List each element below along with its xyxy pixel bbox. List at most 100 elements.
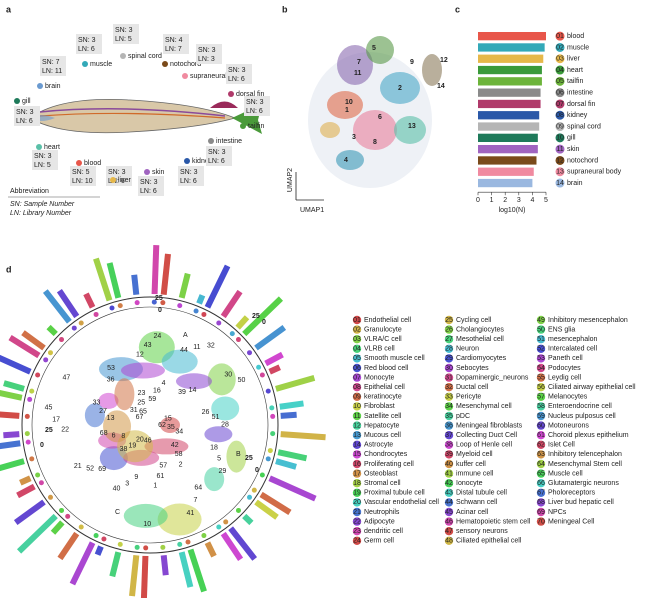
- legend-dot: [536, 479, 546, 488]
- cluster-label: 1: [345, 107, 349, 114]
- library-number: LN: 6: [16, 118, 33, 125]
- legend-code: 37: [445, 432, 453, 439]
- legend-dot: [444, 536, 454, 545]
- tissue-label: heart: [44, 144, 60, 151]
- legend-dot: [352, 383, 362, 392]
- bar: [478, 122, 540, 131]
- code-dot: [555, 31, 565, 41]
- legend-code: 62: [537, 442, 545, 449]
- ring-dot: [109, 305, 115, 311]
- legend-dot: [444, 411, 454, 421]
- ring-dot: [229, 331, 235, 337]
- panel-label: c: [455, 4, 460, 14]
- cluster-label: 58: [175, 451, 183, 458]
- cluster-label: 30: [224, 372, 232, 379]
- legend-dot: [444, 450, 454, 459]
- ring-dot: [25, 439, 31, 445]
- legend-label: Collecting Duct Cell: [456, 432, 518, 439]
- legend-code: 57: [537, 394, 545, 401]
- tissue-dot: [240, 123, 246, 129]
- legend-dot: [352, 536, 362, 545]
- legend-dot: [536, 402, 546, 411]
- fish: [29, 99, 262, 134]
- ring-bar: [268, 475, 317, 502]
- cluster-label: 4: [162, 380, 166, 387]
- ring: [31, 306, 269, 544]
- cluster-label: 10: [345, 99, 353, 106]
- ring-bar: [131, 274, 140, 296]
- legend-code: 05: [353, 355, 361, 362]
- tissue-dot: [36, 144, 42, 150]
- ring-dot: [259, 372, 265, 378]
- legend-label: Mucous cell: [364, 432, 401, 439]
- ring-dot: [29, 388, 35, 394]
- bar: [478, 99, 541, 109]
- legend-label: Mesothelial cell: [456, 336, 504, 343]
- legend-label: Choroid plexus epithelium: [548, 432, 629, 439]
- category-label: gill: [567, 135, 576, 142]
- legend-label: Proximal tubule cell: [364, 490, 425, 497]
- ring-bar: [13, 499, 46, 525]
- ring-bar: [0, 390, 23, 401]
- sample-number: SN: 3: [108, 169, 126, 176]
- legend-dot: [352, 507, 362, 517]
- legend-dot: [536, 354, 546, 363]
- legend-dot: [536, 440, 546, 449]
- info-box: [196, 44, 222, 64]
- cluster-label: 14: [189, 387, 197, 394]
- legend-dot: [352, 344, 362, 353]
- cluster-label: 40: [113, 486, 121, 493]
- legend-code: 03: [353, 336, 361, 343]
- ring-dot: [267, 448, 273, 454]
- cluster-label: 11: [193, 344, 200, 351]
- legend-label: Islet Cell: [548, 442, 575, 449]
- legend-dot: [352, 469, 362, 478]
- legend-label: ENS glia: [548, 326, 575, 333]
- ring-bar: [259, 491, 292, 515]
- info-box: [206, 146, 232, 166]
- cluster-label: 41: [187, 510, 195, 517]
- ring-dot: [201, 311, 207, 317]
- legend-label: Chondrocytes: [364, 451, 408, 458]
- legend-dot: [444, 488, 454, 497]
- info-box: [178, 166, 204, 186]
- cluster-label: 26: [202, 409, 210, 416]
- ring-bar: [275, 458, 297, 470]
- tissue-dot: [120, 53, 126, 59]
- cluster-blob: [204, 426, 233, 443]
- tissue-dot: [228, 91, 234, 97]
- bar: [478, 178, 533, 188]
- ring-bar: [187, 548, 207, 593]
- legend-code: 50: [537, 326, 545, 333]
- legend-code: 49: [537, 317, 545, 324]
- legend-code: 47: [445, 528, 453, 535]
- x-axis-label: log10(N): [499, 207, 526, 214]
- legend-label: immune cell: [456, 470, 494, 477]
- category-label: tailfin: [567, 78, 583, 85]
- ring-bar: [242, 513, 254, 526]
- legend-code: 19: [353, 490, 361, 497]
- legend-label: Mesenchymal Stem cell: [548, 461, 622, 468]
- legend-code: 39: [445, 451, 453, 458]
- ring-bar: [280, 431, 326, 441]
- ring-bar: [129, 554, 140, 597]
- legend-code: 53: [537, 355, 545, 362]
- x-tick-label: 4: [530, 197, 534, 204]
- tissue-label: skin: [152, 169, 165, 176]
- bar: [478, 111, 540, 120]
- cluster-blob: [123, 503, 168, 528]
- ring-bar: [254, 325, 287, 351]
- ring-dot: [24, 431, 30, 437]
- cluster-blob: [120, 362, 165, 379]
- ring-dot: [93, 533, 99, 539]
- legend-code: 30: [445, 365, 453, 372]
- ring-dot: [269, 405, 275, 411]
- library-number: LN: 6: [208, 158, 225, 165]
- library-number: LN: 5: [34, 162, 51, 169]
- legend-code: 31: [445, 374, 453, 381]
- legend-code: 06: [353, 365, 361, 372]
- legend-dot: [444, 344, 454, 353]
- cluster-label: 3: [125, 481, 129, 488]
- ring-dot: [78, 320, 84, 326]
- ring-dot: [38, 480, 44, 486]
